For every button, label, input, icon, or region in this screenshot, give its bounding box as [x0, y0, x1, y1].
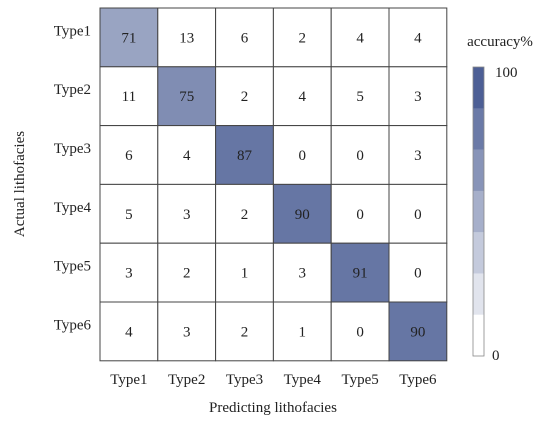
heatmap-cell [215, 7, 274, 68]
heatmap-cell [272, 242, 332, 303]
cell-value-label: 4 [125, 324, 133, 340]
heatmap-cell [388, 125, 448, 185]
colorbar-max-label: 100 [495, 65, 518, 81]
x-tick-label: Type3 [226, 372, 263, 388]
cell-value-label: 0 [299, 148, 307, 164]
cell-value-label: 4 [299, 89, 307, 105]
y-tick-label: Type5 [54, 259, 91, 275]
colorbar [472, 66, 485, 357]
cell-value-label: 0 [356, 148, 364, 164]
heatmap-cell [99, 301, 159, 362]
heatmap-cell [388, 183, 448, 244]
x-tick-labels: Type1 Type2 Type3 Type4 Type5 Type6 [110, 372, 437, 388]
cell-value-label: 3 [125, 266, 133, 282]
heatmap-cell [272, 301, 332, 362]
cell-value-label: 5 [356, 89, 364, 105]
cell-value-label: 2 [241, 89, 249, 105]
heatmap-cell [215, 242, 274, 303]
y-tick-label: Type6 [54, 317, 92, 333]
heatmap-cell [157, 183, 217, 244]
x-tick-label: Type2 [168, 372, 205, 388]
heatmap-cell [99, 183, 159, 244]
x-tick-label: Type1 [110, 372, 147, 388]
y-axis-label: Actual lithofacies [12, 131, 28, 237]
cell-value-label: 0 [414, 266, 422, 282]
x-tick-label: Type6 [399, 372, 437, 388]
colorbar-segment [473, 232, 484, 274]
cell-value-label: 0 [414, 207, 422, 223]
cell-value-label: 1 [241, 266, 249, 282]
cell-value-label: 11 [122, 89, 136, 105]
heatmap-cells [99, 7, 448, 362]
cell-value-label: 1 [299, 324, 307, 340]
cell-value-label: 2 [241, 324, 249, 340]
y-tick-label: Type2 [54, 82, 91, 98]
heatmap-cell [157, 125, 217, 185]
y-tick-labels: Type1 Type2 Type3 Type4 Type5 Type6 [54, 23, 92, 333]
colorbar-frame [472, 66, 485, 357]
heatmap-cell [99, 242, 159, 303]
cell-value-label: 75 [179, 89, 194, 105]
heatmap-cell [157, 7, 217, 68]
y-tick-label: Type4 [54, 200, 92, 216]
cell-value-label: 0 [356, 207, 364, 223]
colorbar-title: accuracy% [467, 34, 533, 50]
heatmap-cell [388, 66, 448, 127]
colorbar-segment [473, 108, 484, 150]
x-tick-label: Type4 [284, 372, 322, 388]
colorbar-segment [473, 190, 484, 233]
x-tick-label: Type5 [341, 372, 378, 388]
colorbar-segment [473, 149, 484, 192]
cell-value-label: 87 [237, 148, 253, 164]
cell-value-label: 71 [121, 30, 136, 46]
cell-value-label: 4 [183, 148, 191, 164]
cell-value-label: 0 [356, 324, 364, 340]
colorbar-segment [473, 273, 484, 316]
heatmap-cell [388, 301, 448, 362]
cell-value-label: 3 [414, 148, 422, 164]
cell-value-label: 90 [410, 324, 425, 340]
heatmap-cell [272, 66, 332, 127]
heatmap-cell [388, 7, 448, 68]
heatmap-cell-labels: 71 13 6 2 4 411 75 2 4 5 36 4 87 0 0 35 3 2 90 0 03 2 1 3 91 04 3 2… [121, 30, 425, 340]
y-tick-label: Type1 [54, 23, 91, 39]
cell-value-label: 5 [125, 207, 133, 223]
cell-value-label: 91 [353, 266, 368, 282]
cell-value-label: 2 [183, 266, 191, 282]
cell-value-label: 13 [179, 30, 194, 46]
heatmap-cell [330, 301, 390, 362]
colorbar-min-label: 0 [492, 348, 500, 364]
heatmap-cell [388, 242, 448, 303]
heatmap-cell [272, 125, 332, 185]
cell-value-label: 3 [414, 89, 422, 105]
cell-value-label: 90 [295, 207, 310, 223]
heatmap-cell [99, 7, 159, 68]
cell-value-label: 4 [356, 30, 364, 46]
cell-value-label: 4 [414, 30, 422, 46]
cell-value-label: 6 [125, 148, 133, 164]
heatmap-cell [215, 183, 274, 244]
cell-value-label: 6 [241, 30, 249, 46]
colorbar-segment [473, 314, 484, 357]
heatmap-cell [157, 66, 217, 127]
y-tick-label: Type3 [54, 141, 91, 157]
cell-value-label: 2 [241, 207, 249, 223]
x-axis-label: Predicting lithofacies [209, 400, 337, 416]
cell-value-label: 2 [299, 30, 307, 46]
heatmap-cell [272, 183, 332, 244]
cell-value-label: 3 [183, 324, 191, 340]
heatmap-cell [330, 242, 390, 303]
heatmap-cell [330, 183, 390, 244]
cell-value-label: 3 [299, 266, 307, 282]
colorbar-segment [473, 67, 484, 109]
cell-value-label: 3 [183, 207, 191, 223]
heatmap-cell [330, 125, 390, 185]
